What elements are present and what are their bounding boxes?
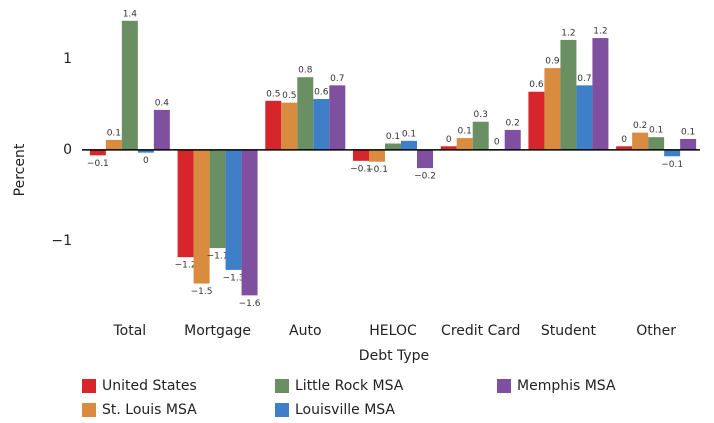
value-label: 1.2 <box>593 27 607 37</box>
legend-swatch <box>82 379 96 393</box>
value-label: −0.1 <box>87 159 109 169</box>
legend-label: Louisville MSA <box>295 402 395 418</box>
bar <box>401 140 417 150</box>
bar <box>313 99 330 150</box>
legend-swatch <box>497 379 511 393</box>
legend-label: Little Rock MSA <box>295 378 404 394</box>
value-label: −0.2 <box>414 172 436 182</box>
bar <box>105 139 122 150</box>
bar <box>225 149 242 270</box>
bar <box>632 132 649 150</box>
bar <box>241 149 258 296</box>
bar <box>504 129 521 150</box>
bar <box>528 91 545 150</box>
bar <box>137 149 154 153</box>
value-label: 0.5 <box>282 91 296 101</box>
value-label: 1.4 <box>123 9 138 19</box>
value-label: 0.1 <box>402 129 416 139</box>
legend-swatch <box>275 403 289 417</box>
bar <box>369 149 385 162</box>
value-label: 0.1 <box>107 128 121 138</box>
bar <box>89 149 106 156</box>
bar <box>456 138 473 150</box>
legend-label: Memphis MSA <box>517 378 616 394</box>
x-tick-label: HELOC <box>369 323 417 339</box>
bar <box>385 143 401 150</box>
bar <box>265 100 282 150</box>
value-label: −1.5 <box>191 287 213 297</box>
x-axis-label: Debt Type <box>359 348 429 364</box>
bar <box>209 149 226 249</box>
bar <box>121 20 138 150</box>
value-label: 0 <box>494 138 500 148</box>
bar <box>297 77 314 150</box>
value-label: 0.5 <box>266 89 280 99</box>
x-tick-label: Total <box>113 323 147 339</box>
bar <box>576 85 593 150</box>
legend-swatch <box>275 379 289 393</box>
value-label: −1.2 <box>175 261 197 271</box>
bar <box>353 149 369 161</box>
bar <box>153 109 170 150</box>
y-tick-label: 1 <box>63 51 72 67</box>
value-label: 0 <box>621 135 627 145</box>
value-label: −0.1 <box>661 160 683 170</box>
legend-label: St. Louis MSA <box>102 402 197 418</box>
legend-label: United States <box>102 378 197 394</box>
value-label: 0.1 <box>458 127 472 137</box>
value-label: 1.2 <box>561 28 575 38</box>
legend-swatch <box>82 403 96 417</box>
bar <box>680 139 697 150</box>
bar <box>472 121 489 150</box>
bar <box>177 149 194 258</box>
value-label: −0.1 <box>350 164 372 174</box>
y-tick-label: −1 <box>51 233 72 249</box>
value-label: 0.4 <box>155 98 170 108</box>
value-label: 0 <box>446 135 452 145</box>
value-label: 0.2 <box>633 121 647 131</box>
bar <box>193 149 210 284</box>
x-tick-label: Student <box>541 323 597 339</box>
bar <box>544 68 561 150</box>
bar <box>281 102 298 150</box>
value-label: 0.1 <box>386 132 400 142</box>
value-label: 0.7 <box>577 74 591 84</box>
value-label: −1.1 <box>207 252 229 262</box>
value-label: −0.1 <box>366 165 388 175</box>
value-label: 0.6 <box>529 80 544 90</box>
x-tick-label: Credit Card <box>441 323 520 339</box>
bar <box>592 38 609 150</box>
value-label: 0.1 <box>681 128 695 138</box>
bar <box>329 85 346 150</box>
y-axis-label: Percent <box>12 143 28 196</box>
bar <box>417 149 433 169</box>
value-label: 0.2 <box>506 118 520 128</box>
value-label: 0.1 <box>649 126 663 136</box>
value-label: 0 <box>143 156 149 166</box>
value-label: −1.6 <box>239 299 261 309</box>
bar <box>664 149 681 157</box>
x-tick-label: Other <box>636 323 676 339</box>
value-label: 0.9 <box>545 57 560 67</box>
bar <box>616 146 633 150</box>
value-label: 0.3 <box>474 110 488 120</box>
bar <box>560 39 577 150</box>
value-label: 0.6 <box>314 88 329 98</box>
bar <box>440 146 457 150</box>
x-tick-label: Auto <box>289 323 322 339</box>
value-label: −1.3 <box>223 273 245 283</box>
value-label: 0.8 <box>298 66 313 76</box>
x-tick-label: Mortgage <box>184 323 251 339</box>
y-tick-label: 0 <box>63 142 72 158</box>
value-label: 0.7 <box>330 74 344 84</box>
bar <box>648 137 665 150</box>
